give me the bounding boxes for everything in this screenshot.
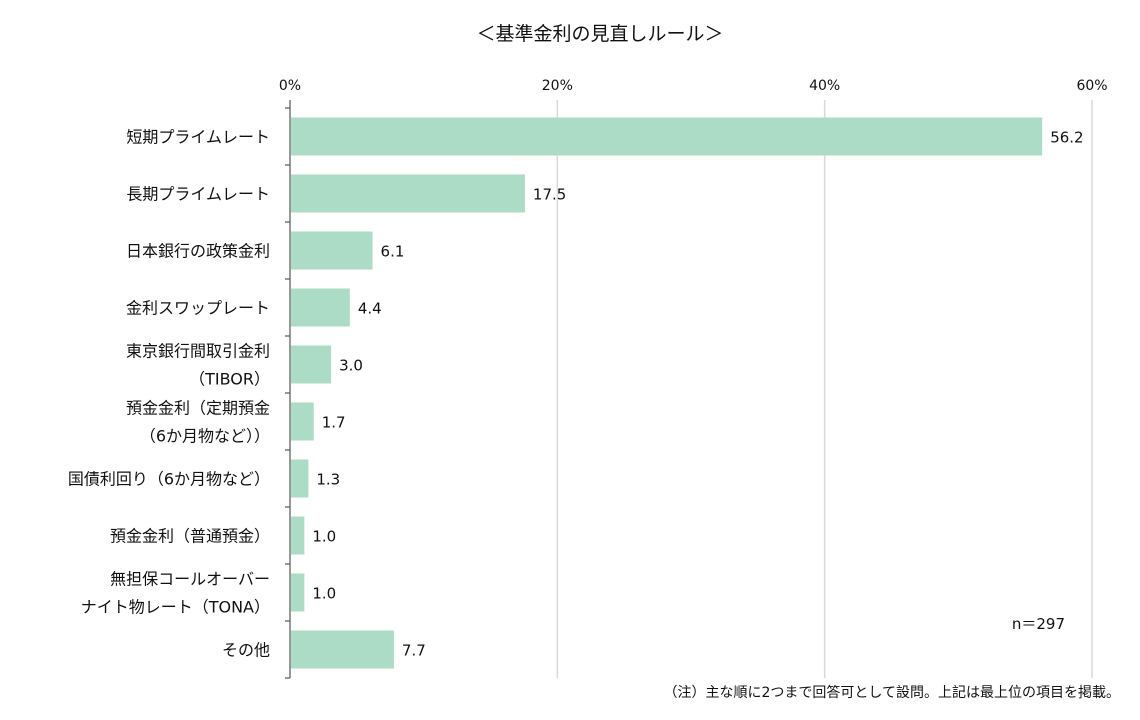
category-label: （6か月物など）） [140, 427, 270, 446]
category-label: 金利スワップレート [126, 299, 270, 318]
bar [291, 573, 305, 612]
category-label: 国債利回り（6か月物など） [68, 470, 270, 489]
category-label: 長期プライムレート [126, 185, 270, 204]
category-label: 預金金利（定期預金 [126, 399, 270, 418]
bar [291, 459, 309, 498]
chart-title: ＜基準金利の見直しルール＞ [476, 23, 723, 45]
category-label: 東京銀行間取引金利 [126, 342, 270, 361]
category-label: 短期プライムレート [126, 128, 270, 147]
bar [291, 231, 373, 270]
data-label: 7.7 [402, 642, 426, 660]
bar [291, 402, 314, 441]
category-label: 無担保コールオーバー [110, 570, 270, 589]
bar [291, 288, 350, 327]
category-label: ナイト物レート（TONA） [81, 598, 270, 617]
data-label: 3.0 [339, 357, 363, 375]
data-label: 1.7 [322, 414, 346, 432]
data-label: 6.1 [381, 243, 405, 261]
category-label: 日本銀行の政策金利 [126, 242, 270, 261]
data-label: 17.5 [533, 186, 566, 204]
bar [291, 117, 1043, 156]
category-label: （TIBOR） [189, 370, 270, 389]
x-tick-label: 0% [279, 78, 301, 94]
x-tick-label: 40% [809, 78, 840, 94]
x-tick-label: 60% [1076, 78, 1107, 94]
category-label: 預金金利（普通預金） [110, 527, 270, 546]
data-label: 1.0 [312, 585, 336, 603]
data-label: 1.0 [312, 528, 336, 546]
bar [291, 174, 525, 213]
data-label: 56.2 [1050, 129, 1083, 147]
x-tick-label: 20% [542, 78, 573, 94]
bar [291, 516, 305, 555]
category-label: その他 [222, 641, 270, 660]
bar [291, 345, 332, 384]
sample-size-annotation: n＝297 [1012, 615, 1065, 633]
data-label: 1.3 [316, 471, 340, 489]
bar [291, 630, 394, 669]
data-label: 4.4 [358, 300, 382, 318]
footnote: （注）主な順に2つまで回答可として設問。上記は最上位の項目を掲載。 [664, 684, 1121, 701]
